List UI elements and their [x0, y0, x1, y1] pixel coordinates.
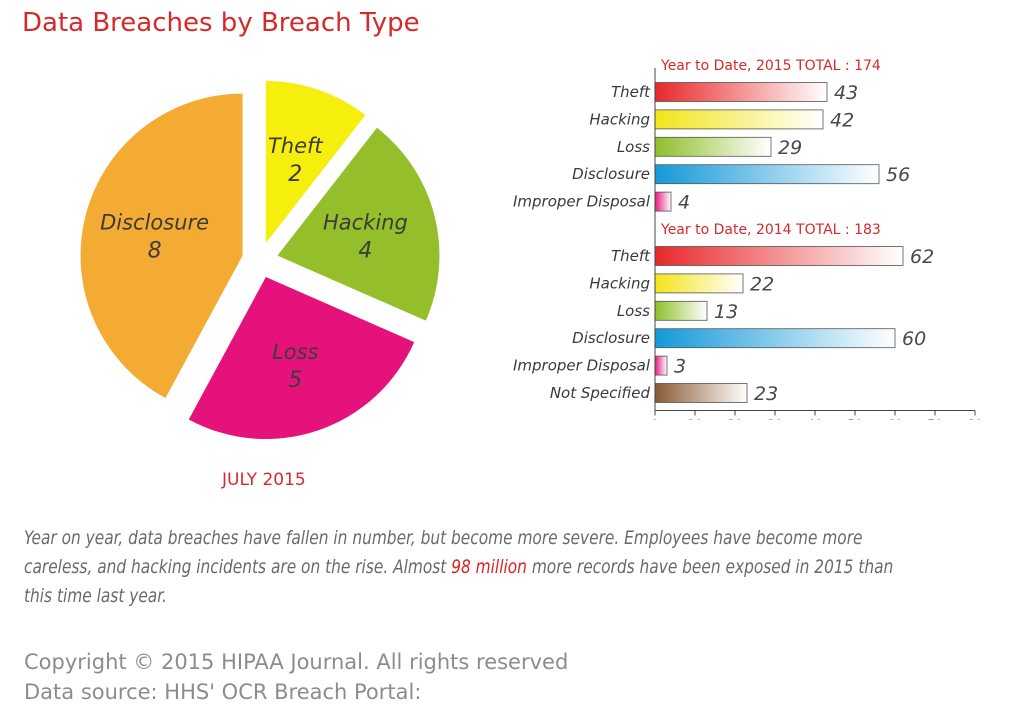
bar-value-improper-disposal-1: 4: [678, 192, 690, 214]
bar-label-improper-disposal-1: Improper Disposal: [513, 193, 651, 211]
bar-value-hacking-1: 42: [830, 109, 854, 131]
bar-label-disclosure-2: Disclosure: [572, 329, 650, 347]
x-tick-label-40: 40: [807, 418, 822, 421]
bar-label-hacking-1: Hacking: [589, 110, 650, 128]
bar-value-theft-2: 62: [910, 246, 934, 268]
x-tick-label-60: 60: [887, 418, 902, 421]
bar-value-loss-2: 13: [714, 301, 738, 323]
bar-label-theft-2: Theft: [611, 247, 651, 265]
x-tick-label-30: 30: [767, 418, 782, 421]
bar-value-theft-1: 43: [834, 82, 858, 104]
bar-improper-disposal-1: [654, 191, 672, 212]
bar-loss-1: [654, 136, 772, 157]
x-tick-label-80: 80: [967, 418, 982, 421]
bar-label-hacking-2: Hacking: [589, 274, 650, 292]
pie-label-theft: Theft: [268, 134, 323, 158]
bar-label-not-specified-2: Not Specified: [550, 384, 651, 402]
pie-value-hacking: 4: [358, 238, 372, 263]
bar-group-header-1: Year to Date, 2015 TOTAL : 174: [660, 58, 881, 74]
pie-value-theft: 2: [288, 162, 302, 187]
pie-value-loss: 5: [288, 368, 302, 393]
caption: Year on year, data breaches have fallen …: [24, 524, 915, 611]
bar-value-hacking-2: 22: [750, 273, 774, 295]
chart-title: Data Breaches by Breach Type: [22, 8, 420, 38]
pie-slice-hacking: [277, 127, 440, 321]
copyright-text: Copyright © 2015 HIPAA Journal. All righ…: [24, 650, 569, 674]
bar-hacking-2: [654, 273, 744, 294]
caption-text-after: more records have been exposed in 2015 t…: [24, 556, 894, 607]
bar-value-disclosure-1: 56: [886, 164, 910, 186]
bar-label-loss-2: Loss: [617, 302, 650, 320]
bar-label-theft-1: Theft: [611, 83, 651, 101]
caption-text-before: Year on year, data breaches have fallen …: [24, 527, 863, 578]
pie-chart: Theft 2 Hacking 4 Loss 5 Disclosure 8: [80, 80, 440, 440]
bar-label-disclosure-1: Disclosure: [572, 165, 650, 183]
bar-disclosure-2: [654, 328, 896, 349]
x-tick-label-10: 10: [687, 418, 702, 421]
pie-label-loss: Loss: [272, 340, 318, 364]
pie-slice-disclosure: [80, 93, 243, 399]
bar-value-improper-disposal-2: 3: [674, 356, 686, 378]
bar-group-header-2: Year to Date, 2014 TOTAL : 183: [660, 222, 881, 238]
bar-not-specified-2: [654, 383, 748, 403]
bar-hacking-1: [654, 109, 824, 130]
month-label: JULY 2015: [222, 470, 306, 490]
bar-theft-1: [654, 82, 828, 102]
bar-label-loss-1: Loss: [617, 138, 650, 156]
x-tick-label-0: 0: [651, 418, 659, 421]
bar-theft-2: [654, 246, 904, 266]
bar-value-loss-1: 29: [778, 137, 802, 159]
x-tick-label-20: 20: [727, 418, 742, 421]
bar-disclosure-1: [654, 164, 880, 185]
pie-slice-theft: [265, 80, 366, 243]
bar-value-disclosure-2: 60: [902, 328, 926, 350]
pie-slice-loss: [188, 277, 415, 440]
bar-loss-2: [654, 300, 708, 321]
pie-value-disclosure: 8: [148, 238, 162, 263]
pie-label-disclosure: Disclosure: [100, 210, 209, 234]
source-text: Data source: HHS' OCR Breach Portal:: [24, 680, 422, 704]
bar-label-improper-disposal-2: Improper Disposal: [513, 357, 651, 375]
x-tick-label-70: 70: [927, 418, 942, 421]
x-tick-label-50: 50: [847, 418, 862, 421]
bar-value-not-specified-2: 23: [754, 383, 778, 405]
pie-label-hacking: Hacking: [323, 210, 408, 234]
caption-highlight: 98 million: [451, 556, 527, 578]
bar-improper-disposal-2: [654, 355, 668, 376]
